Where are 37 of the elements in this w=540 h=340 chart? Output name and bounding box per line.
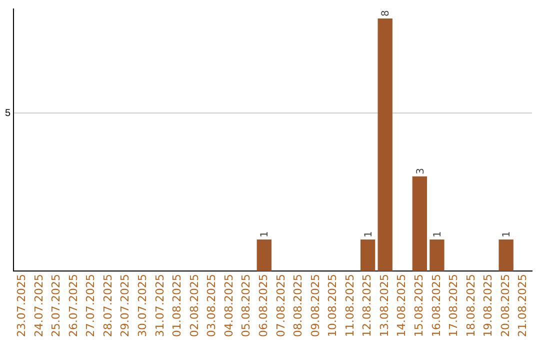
data-label: 3 — [415, 168, 426, 174]
x-tick-label: 03.08.2025 — [205, 274, 218, 338]
x-tick-label: 24.07.2025 — [32, 274, 46, 338]
x-tick-label: 12.08.2025 — [360, 274, 374, 338]
data-label: 1 — [363, 231, 374, 238]
x-tick-label: 14.08.2025 — [395, 274, 408, 338]
x-tick-label: 26.07.2025 — [66, 274, 80, 338]
x-tick-label: 13.08.2025 — [378, 274, 391, 338]
data-label: 1 — [260, 231, 271, 238]
data-label: 1 — [502, 231, 513, 238]
x-tick-label: 08.08.2025 — [292, 274, 305, 338]
x-tick-label: 16.08.2025 — [430, 274, 443, 338]
x-tick-label: 27.07.2025 — [84, 274, 98, 338]
x-tick-label: 09.08.2025 — [308, 274, 322, 338]
x-tick-label: 07.08.2025 — [274, 274, 288, 338]
x-tick-label: 04.08.2025 — [222, 274, 236, 338]
data-label: 8 — [380, 10, 392, 16]
x-tick-label: 29.07.2025 — [118, 274, 132, 338]
x-tick-label: 28.07.2025 — [101, 274, 114, 338]
x-tick-label: 01.08.2025 — [170, 274, 184, 338]
x-tick-label: 17.08.2025 — [447, 274, 460, 338]
x-tick-label: 18.08.2025 — [464, 274, 478, 338]
x-tick-label: 21.08.2025 — [516, 274, 530, 338]
x-tick-label: 10.08.2025 — [326, 274, 340, 338]
x-tick-label: 06.08.2025 — [257, 274, 270, 338]
x-tick-label: 30.07.2025 — [136, 274, 150, 338]
x-tick-label: 23.07.2025 — [15, 274, 28, 338]
x-tick-label: 19.08.2025 — [482, 274, 495, 338]
data-label: 1 — [432, 231, 444, 238]
x-tick-label: 05.08.2025 — [240, 274, 253, 338]
x-tick-label: 20.08.2025 — [498, 274, 512, 338]
x-tick-label: 15.08.2025 — [412, 274, 426, 338]
x-tick-label: 25.07.2025 — [50, 274, 63, 338]
x-tick-label: 11.08.2025 — [343, 274, 356, 338]
x-tick-label: 02.08.2025 — [188, 274, 201, 338]
y-tick-label: 5 — [5, 108, 11, 119]
x-tick-label: 31.07.2025 — [153, 274, 166, 338]
